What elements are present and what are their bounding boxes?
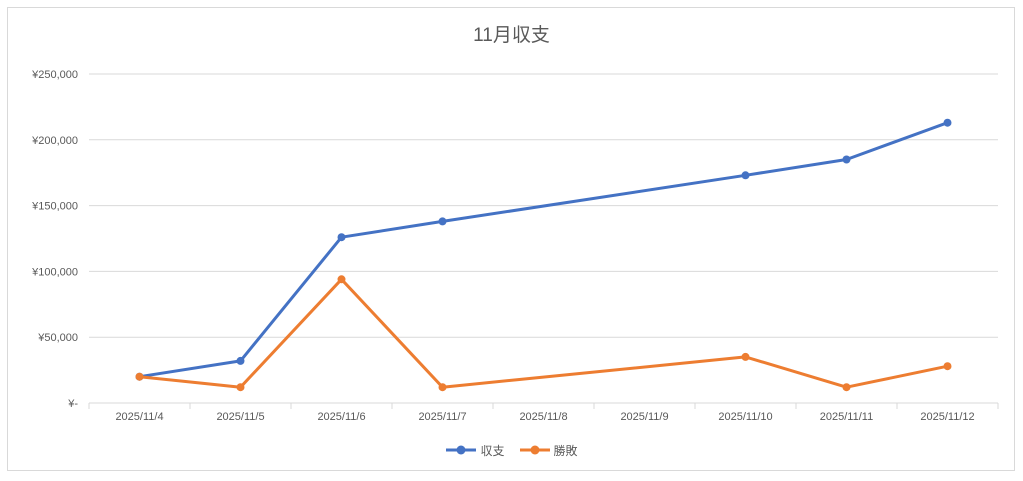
series-marker-1 [842, 155, 851, 164]
series-marker-2 [741, 352, 750, 361]
chart-title: 11月収支 [473, 25, 550, 46]
x-axis-label: 2025/11/9 [620, 411, 668, 423]
x-axis-label: 2025/11/5 [216, 411, 264, 423]
series-line-2 [138, 277, 949, 389]
legend-line-marker-icon [446, 445, 477, 455]
series-marker-1 [943, 118, 952, 127]
x-axis-label: 2025/11/12 [920, 411, 974, 423]
x-axis-label: 2025/11/4 [115, 411, 163, 423]
series-marker-2 [943, 362, 952, 371]
x-axis-label: 2025/11/7 [418, 411, 466, 423]
legend-line-marker-icon [519, 445, 550, 455]
series-marker-1 [236, 356, 245, 365]
x-axis-label: 2025/11/10 [718, 411, 772, 423]
x-axis-label: 2025/11/11 [820, 411, 873, 423]
y-axis-label: ¥- [67, 398, 78, 410]
legend-item-series1[interactable]: 収支 [445, 442, 505, 459]
series-marker-2 [236, 383, 245, 392]
series-marker-1 [337, 233, 346, 242]
series-marker-2 [842, 383, 851, 392]
x-axis-label: 2025/11/8 [519, 411, 567, 423]
legend-label-series1: 収支 [480, 443, 505, 458]
series-line-1 [138, 121, 949, 379]
y-axis-label: ¥200,000 [31, 135, 78, 147]
chart-legend: 収支 勝敗 [0, 441, 1023, 459]
legend-item-series2[interactable]: 勝敗 [519, 442, 578, 459]
legend-label-series2: 勝敗 [553, 443, 578, 458]
x-axis-label: 2025/11/6 [317, 411, 365, 423]
y-axis-label: ¥150,000 [31, 201, 78, 213]
series-marker-2 [438, 383, 447, 392]
series-marker-1 [438, 217, 447, 226]
series-marker-2 [337, 275, 346, 284]
y-axis-label: ¥50,000 [37, 332, 78, 344]
y-axis-label: ¥100,000 [31, 266, 78, 278]
chart-frame[interactable] [7, 7, 1015, 471]
series-marker-1 [741, 171, 750, 180]
series-marker-2 [135, 372, 144, 381]
y-axis-label: ¥250,000 [31, 69, 78, 81]
